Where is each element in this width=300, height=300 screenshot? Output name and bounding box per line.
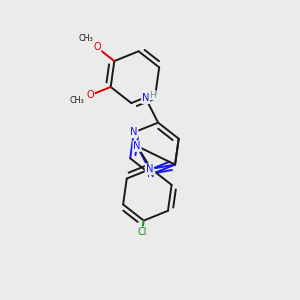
Text: N: N bbox=[146, 164, 153, 174]
Text: O: O bbox=[86, 90, 94, 100]
Text: O: O bbox=[93, 42, 100, 52]
Text: N: N bbox=[133, 141, 141, 151]
Text: N: N bbox=[130, 128, 138, 137]
Text: N: N bbox=[142, 93, 149, 103]
Text: Cl: Cl bbox=[137, 227, 147, 237]
Text: H: H bbox=[149, 91, 156, 100]
Text: CH₃: CH₃ bbox=[78, 34, 93, 43]
Text: CH₃: CH₃ bbox=[69, 96, 84, 105]
Text: N: N bbox=[147, 169, 154, 179]
